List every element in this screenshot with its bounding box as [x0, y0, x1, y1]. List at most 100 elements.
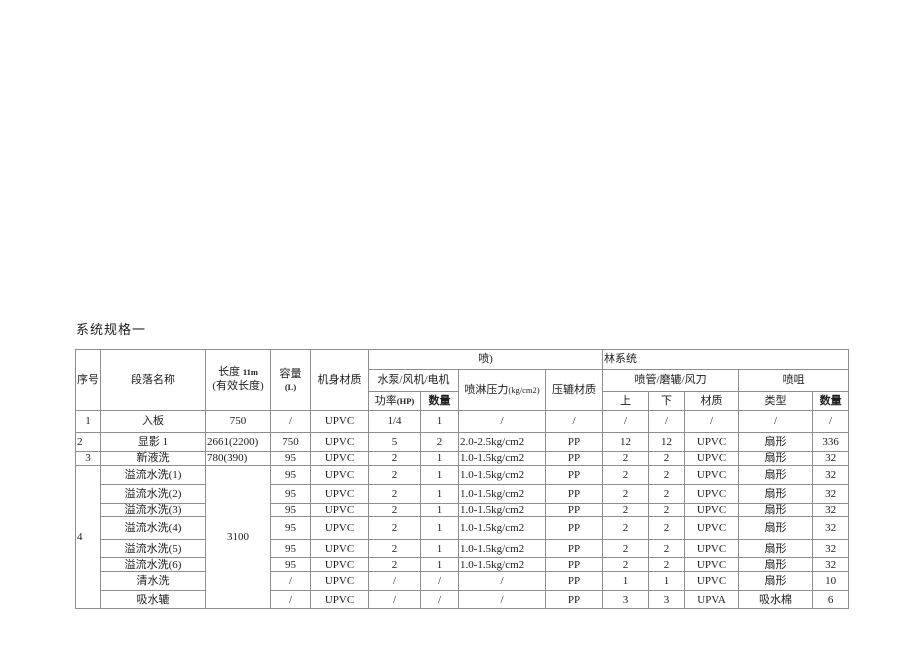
cell-nozzle-type: 扇形 — [738, 465, 814, 485]
cell-section: 清水洗 — [100, 571, 206, 592]
header-nozzle-qty: 数量 — [812, 391, 850, 411]
cell-nozzle-type: 吸水棉 — [738, 590, 814, 610]
cell-section: 入板 — [100, 410, 206, 433]
cell-qty: 1 — [420, 539, 459, 559]
header-spray-group-right: 林系统 — [602, 349, 850, 370]
cell-body-material: UPVC — [310, 557, 369, 573]
cell-power: 2 — [368, 484, 421, 504]
cell-roller-material: / — [544, 410, 604, 433]
cell-up: 2 — [602, 539, 650, 559]
cell-roller-material: PP — [544, 451, 604, 466]
cell-power: 2 — [368, 502, 421, 518]
table-row: 4 溢流水洗(1) 3100 95 UPVC 2 1 1.0-1.5kg/cm2… — [75, 464, 850, 610]
cell-power: 2 — [368, 516, 421, 541]
cell-nozzle-qty: 32 — [812, 451, 850, 466]
cell-up: / — [602, 410, 650, 433]
cell-nozzle-qty: 32 — [812, 516, 850, 541]
header-roller-material: 压辘材质 — [544, 369, 604, 411]
cell-power: 2 — [368, 465, 421, 485]
cell-up: 2 — [602, 484, 650, 504]
cell-material: UPVC — [684, 557, 740, 573]
cell-body-material: UPVC — [310, 410, 369, 433]
cell-up: 2 — [602, 502, 650, 518]
cell-body-material: UPVC — [310, 451, 369, 466]
cell-qty: 1 — [420, 516, 459, 541]
cell-body-material: UPVC — [310, 465, 369, 485]
cell-nozzle-qty: 32 — [812, 484, 850, 504]
table-row: 溢流水洗(2) 95 UPVC 2 1 1.0-1.5kg/cm2 PP 2 2… — [76, 484, 850, 504]
cell-up: 2 — [602, 465, 650, 485]
cell-power: / — [368, 571, 421, 592]
cell-seq: 1 — [75, 410, 101, 433]
cell-capacity: 95 — [270, 451, 311, 466]
header-spray-pressure: 喷淋压力(kg/cm2) — [458, 369, 546, 411]
cell-nozzle-type: 扇形 — [738, 451, 814, 466]
cell-roller-material: PP — [544, 571, 604, 592]
cell-power: 1/4 — [368, 410, 421, 433]
header-spray-group-left: 喷) — [367, 349, 604, 370]
header-length: 长度 11m (有效长度) — [205, 349, 271, 411]
cell-qty: 1 — [420, 465, 459, 485]
cell-roller-material: PP — [544, 590, 604, 610]
cell-section: 溢流水洗(4) — [100, 516, 206, 541]
table-row: 溢流水洗(4) 95 UPVC 2 1 1.0-1.5kg/cm2 PP 2 2… — [76, 516, 850, 541]
cell-qty: / — [420, 571, 459, 592]
cell-down: / — [648, 410, 686, 433]
cell-power: 2 — [368, 557, 421, 573]
cell-nozzle-type: 扇形 — [738, 502, 814, 518]
cell-nozzle-qty: 32 — [812, 557, 850, 573]
cell-roller-material: PP — [544, 516, 604, 541]
cell-length: 3100 — [205, 464, 271, 610]
cell-up: 1 — [602, 571, 650, 592]
cell-pressure: 1.0-1.5kg/cm2 — [458, 484, 546, 504]
cell-up: 2 — [602, 451, 650, 466]
cell-nozzle-type: 扇形 — [738, 571, 814, 592]
header-down: 下 — [648, 391, 686, 411]
cell-capacity: 95 — [270, 502, 311, 518]
cell-nozzle-type: 扇形 — [738, 557, 814, 573]
cell-nozzle-qty: 10 — [812, 571, 850, 592]
cell-material: UPVC — [684, 516, 740, 541]
cell-down: 2 — [648, 539, 686, 559]
cell-section: 显影 1 — [100, 432, 206, 452]
cell-material: UPVA — [684, 590, 740, 610]
cell-pressure: / — [458, 590, 546, 610]
cell-nozzle-qty: 6 — [812, 590, 850, 610]
cell-pressure: / — [458, 410, 546, 433]
table-row: 溢流水洗(3) 95 UPVC 2 1 1.0-1.5kg/cm2 PP 2 2… — [76, 502, 850, 518]
cell-body-material: UPVC — [310, 571, 369, 592]
cell-nozzle-type: 扇形 — [738, 484, 814, 504]
cell-nozzle-qty: 32 — [812, 539, 850, 559]
cell-body-material: UPVC — [310, 502, 369, 518]
cell-material: UPVC — [684, 451, 740, 466]
cell-down: 2 — [648, 557, 686, 573]
cell-qty: 1 — [420, 484, 459, 504]
cell-section: 溢流水洗(5) — [100, 539, 206, 559]
cell-roller-material: PP — [544, 432, 604, 452]
cell-down: 1 — [648, 571, 686, 592]
cell-power: 5 — [368, 432, 421, 452]
table-row: 1 入板 750 / UPVC 1/4 1 / / / / / / / — [75, 410, 850, 433]
cell-roller-material: PP — [544, 557, 604, 573]
header-seq: 序号 — [75, 349, 101, 411]
header-material: 材质 — [684, 391, 740, 411]
cell-pressure: 1.0-1.5kg/cm2 — [458, 516, 546, 541]
header-pipes-rollers-airknife: 喷管/磨辘/风刀 — [602, 369, 740, 392]
cell-pressure: 1.0-1.5kg/cm2 — [458, 451, 546, 466]
cell-nozzle-type: / — [738, 410, 814, 433]
cell-seq: 4 — [75, 464, 101, 610]
cell-roller-material: PP — [544, 539, 604, 559]
cell-capacity: 95 — [270, 484, 311, 504]
cell-down: 2 — [648, 502, 686, 518]
cell-qty: 1 — [420, 502, 459, 518]
cell-down: 2 — [648, 465, 686, 485]
cell-section: 吸水辘 — [100, 590, 206, 610]
cell-up: 3 — [602, 590, 650, 610]
cell-capacity: 95 — [270, 539, 311, 559]
header-body-material: 机身材质 — [310, 349, 369, 411]
cell-qty: 2 — [420, 432, 459, 452]
cell-section: 溢流水洗(1) — [100, 465, 206, 485]
cell-section: 新液洗 — [100, 451, 206, 466]
table-row: 溢流水洗(6) 95 UPVC 2 1 1.0-1.5kg/cm2 PP 2 2… — [76, 557, 850, 573]
cell-nozzle-type: 扇形 — [738, 432, 814, 452]
